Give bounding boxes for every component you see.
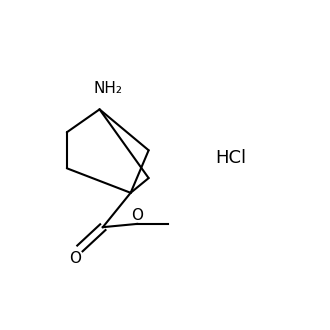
Text: O: O — [69, 251, 81, 266]
Text: HCl: HCl — [215, 149, 246, 167]
Text: O: O — [131, 208, 143, 223]
Text: NH₂: NH₂ — [93, 81, 122, 96]
